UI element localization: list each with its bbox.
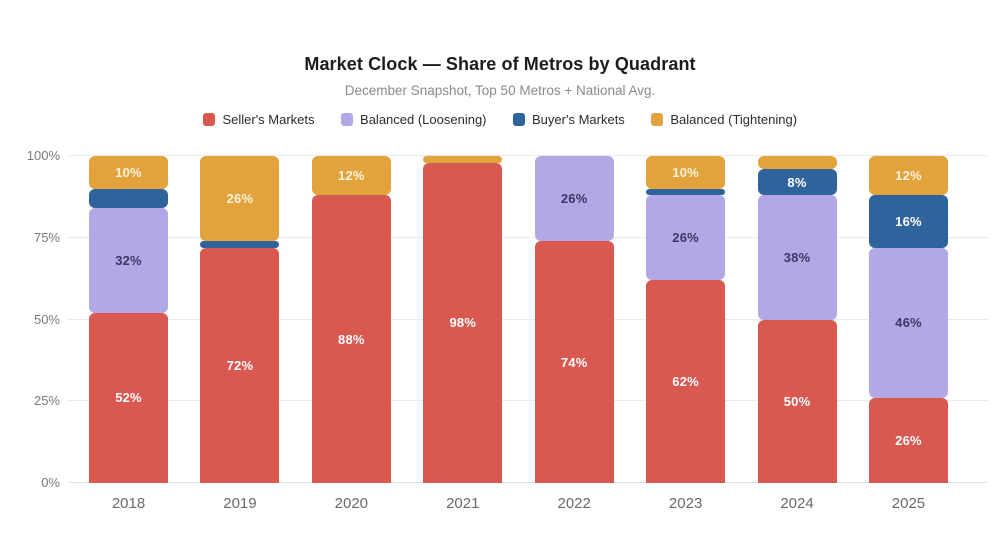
chart-subtitle: December Snapshot, Top 50 Metros + Natio… — [344, 83, 656, 98]
bar-segment-label: 26% — [226, 191, 254, 207]
bar-segment-label: 52% — [115, 390, 142, 406]
bar-segment: 12% — [311, 156, 391, 196]
y-tick-label: 100% — [26, 148, 60, 163]
legend-swatch — [512, 113, 526, 126]
x-tick-label: 2022 — [557, 495, 591, 512]
bar-segment: 10% — [646, 156, 726, 189]
x-tick-label: 2018 — [111, 495, 146, 512]
bar-segment: 26% — [868, 397, 948, 483]
bar-segment — [757, 156, 837, 170]
bar-segment-label: 10% — [115, 164, 142, 180]
bar-segment: 50% — [757, 319, 837, 483]
x-tick-label: 2024 — [780, 495, 814, 512]
bar-segment — [423, 156, 503, 163]
legend-label: Balanced (Tightening) — [670, 112, 798, 127]
y-tick-label: 25% — [33, 393, 60, 409]
bar-segment: 52% — [89, 312, 168, 483]
legend-item: Buyer's Markets — [512, 112, 625, 127]
bar-segment: 38% — [757, 195, 837, 320]
bar-segment: 26% — [534, 156, 614, 242]
x-tick-label: 2019 — [223, 495, 257, 512]
x-tick-label: 2020 — [334, 495, 369, 512]
bar-segment-label: 12% — [895, 168, 922, 184]
bar-segment-label: 32% — [115, 253, 142, 269]
bar-segment-label: 26% — [672, 230, 699, 246]
bar-segment-label: 16% — [895, 213, 922, 229]
gridline — [68, 318, 988, 320]
bar-2020: 12% 88% — [311, 156, 391, 483]
bar-2024: 8% 38% 50% — [757, 156, 837, 483]
y-tick-label: 75% — [33, 229, 60, 245]
plot-area: 10% 32% 52% 26% 72% 12% 88% 98% 26% 74% 10% 26% 62% 8… — [68, 155, 988, 483]
chart-title: Market Clock — Share of Metros by Quadra… — [304, 54, 696, 74]
bar-segment-label: 8% — [787, 174, 807, 190]
bar-segment: 32% — [89, 208, 168, 313]
bar-segment-label: 74% — [560, 354, 588, 370]
legend-label: Buyer's Markets — [532, 112, 625, 127]
bar-segment-label: 10% — [672, 164, 699, 180]
bar-segment: 62% — [646, 280, 726, 483]
legend-label: Balanced (Loosening) — [360, 112, 487, 127]
bar-segment-label: 46% — [895, 315, 922, 331]
bar-segment-label: 12% — [338, 168, 365, 184]
bar-segment — [646, 188, 726, 196]
bar-segment-label: 72% — [226, 357, 254, 373]
legend-item: Balanced (Loosening) — [340, 112, 487, 127]
bar-2025: 12% 16% 46% 26% — [868, 156, 948, 483]
bar-2023: 10% 26% 62% — [646, 156, 726, 483]
bar-segment-label: 62% — [672, 374, 699, 390]
bar-segment: 74% — [534, 241, 614, 483]
bar-segment — [89, 188, 168, 209]
bars: 10% 32% 52% 26% 72% 12% 88% 98% 26% 74% 10% 26% 62% 8… — [68, 156, 988, 483]
gridline — [68, 236, 988, 238]
bar-segment — [200, 241, 280, 248]
bar-2022: 26% 74% — [534, 156, 614, 483]
bar-segment-label: 38% — [783, 249, 811, 265]
legend-item: Balanced (Tightening) — [650, 112, 798, 127]
gridline — [68, 400, 988, 402]
legend-swatch — [340, 113, 354, 126]
bar-2019: 26% 72% — [200, 156, 280, 483]
y-tick-label: 50% — [33, 311, 60, 327]
bar-segment: 72% — [200, 247, 280, 483]
legend: Seller's Markets Balanced (Loosening) Buye… — [0, 112, 1000, 127]
bar-segment-label: 26% — [560, 191, 588, 207]
gridline — [68, 482, 988, 483]
legend-swatch — [650, 113, 664, 126]
x-axis: 2018 2019 2020 2021 2022 2023 2024 2025 — [68, 495, 988, 512]
x-tick-label: 2021 — [446, 495, 480, 512]
bar-segment: 8% — [757, 169, 837, 196]
bar-2021: 98% — [423, 156, 503, 483]
bar-2018: 10% 32% 52% — [89, 156, 168, 483]
x-tick-label: 2023 — [668, 495, 703, 512]
bar-segment: 26% — [646, 195, 726, 281]
bar-segment: 26% — [200, 156, 280, 242]
bar-segment-label: 88% — [338, 331, 365, 347]
y-axis: 0% 25% 50% 75% 100% — [0, 148, 60, 490]
bar-segment: 98% — [423, 162, 503, 483]
legend-label: Seller's Markets — [222, 112, 315, 127]
legend-swatch — [202, 113, 216, 126]
y-tick-label: 0% — [41, 475, 60, 490]
bar-segment: 16% — [868, 195, 948, 248]
bar-segment-label: 50% — [783, 393, 811, 409]
gridline — [68, 155, 988, 156]
bar-segment: 46% — [868, 247, 948, 398]
bar-segment-label: 98% — [449, 315, 477, 331]
bar-segment-label: 26% — [895, 432, 922, 448]
legend-item: Seller's Markets — [202, 112, 315, 127]
bar-segment: 12% — [868, 156, 948, 196]
bar-segment: 88% — [311, 195, 391, 483]
x-tick-label: 2025 — [891, 495, 926, 512]
bar-segment: 10% — [89, 156, 168, 189]
